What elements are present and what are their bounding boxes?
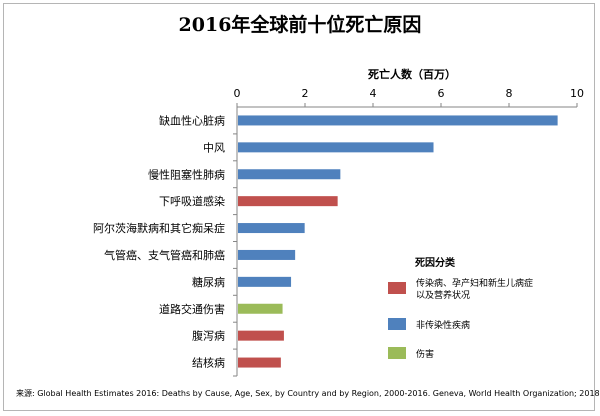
category-label: 慢性阻塞性肺病	[148, 167, 225, 181]
legend-swatch	[388, 347, 406, 359]
bar	[238, 196, 338, 207]
legend-title: 死因分类	[415, 256, 455, 269]
category-label: 阿尔茨海默病和其它痴呆症	[93, 221, 225, 235]
source-note: 来源: Global Health Estimates 2016: Deaths…	[16, 389, 600, 398]
category-label: 中风	[203, 141, 225, 154]
bar	[238, 303, 283, 314]
bar	[238, 223, 305, 234]
x-tick-label: 8	[506, 87, 513, 100]
legend-swatch	[388, 282, 406, 294]
bar	[238, 169, 341, 180]
x-tick-label: 4	[370, 87, 377, 100]
bar	[238, 115, 558, 126]
bar-layer: 缺血性心脏病中风慢性阻塞性肺病下呼吸道感染阿尔茨海默病和其它痴呆症气管癌、支气管…	[93, 113, 558, 370]
chart-frame	[3, 3, 595, 411]
category-label: 气管癌、支气管癌和肺癌	[104, 248, 225, 262]
legend-label: 伤害	[416, 348, 434, 360]
axis-layer: 0 2 4 6 8 10	[233, 87, 584, 377]
legend-swatch	[388, 318, 406, 330]
chart-title: 2016年全球前十位死亡原因	[179, 13, 422, 36]
category-label: 结核病	[192, 356, 225, 370]
bar	[238, 276, 292, 287]
x-tick-label: 0	[234, 87, 241, 100]
x-tick-label: 6	[438, 87, 445, 100]
x-tick-label: 10	[570, 87, 584, 100]
bar	[238, 330, 284, 341]
category-label: 糖尿病	[192, 275, 225, 289]
bar	[238, 249, 296, 260]
category-label: 腹泻病	[192, 329, 225, 343]
legend-label: 传染病、孕产妇和新生儿病症以及营养状况	[416, 277, 533, 301]
category-label: 下呼吸道感染	[159, 194, 225, 208]
category-label: 道路交通伤害	[159, 302, 225, 316]
x-axis-label: 死亡人数（百万）	[368, 67, 456, 81]
category-label: 缺血性心脏病	[159, 113, 225, 127]
bar	[238, 357, 281, 368]
x-tick-label: 2	[302, 87, 309, 100]
bar	[238, 142, 434, 153]
legend-label: 非传染性疾病	[416, 319, 470, 331]
